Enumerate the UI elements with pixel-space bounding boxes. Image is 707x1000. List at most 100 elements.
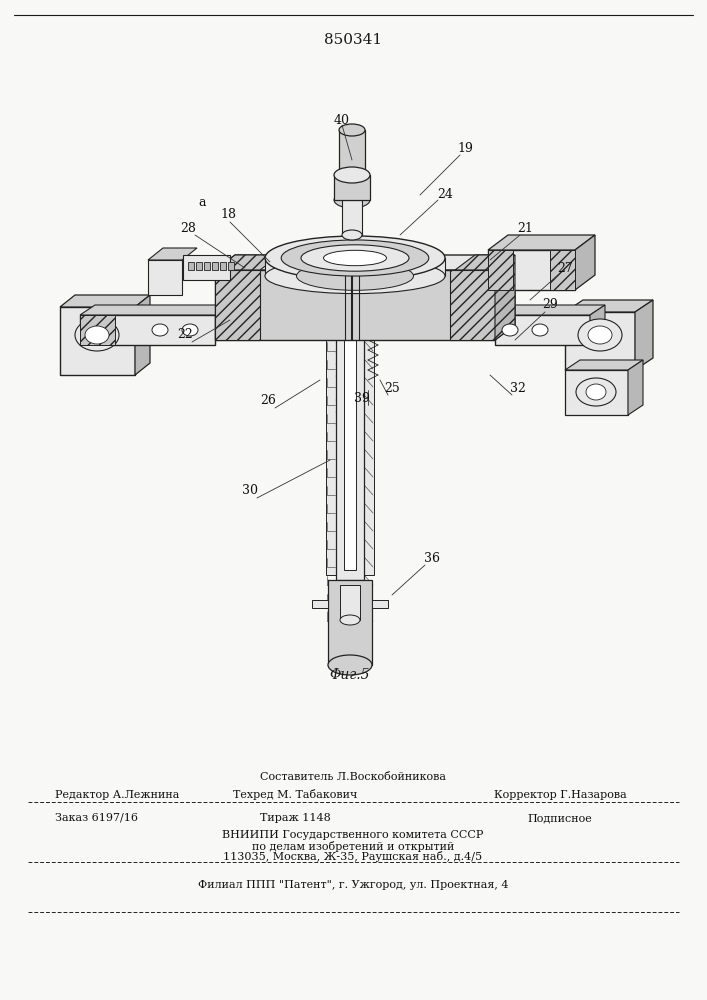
Polygon shape [312, 600, 328, 608]
Polygon shape [183, 255, 230, 280]
Polygon shape [328, 580, 372, 665]
Polygon shape [450, 270, 495, 340]
Ellipse shape [75, 319, 119, 351]
Polygon shape [575, 235, 595, 290]
Ellipse shape [296, 262, 414, 290]
Polygon shape [215, 255, 280, 270]
Text: Корректор Г.Назарова: Корректор Г.Назарова [493, 790, 626, 800]
Text: 28: 28 [180, 222, 196, 234]
Polygon shape [336, 330, 364, 580]
Ellipse shape [502, 324, 518, 336]
Ellipse shape [588, 326, 612, 344]
Polygon shape [215, 270, 260, 340]
Text: 21: 21 [517, 222, 533, 234]
Text: Составитель Л.Воскобойникова: Составитель Л.Воскобойникова [260, 772, 446, 782]
Polygon shape [342, 200, 362, 235]
Text: 29: 29 [542, 298, 558, 312]
Polygon shape [80, 305, 230, 315]
Polygon shape [60, 307, 135, 375]
Ellipse shape [281, 240, 429, 276]
Text: 113035, Москва, Ж-35, Раушская наб., д.4/5: 113035, Москва, Ж-35, Раушская наб., д.4… [223, 851, 483, 862]
Polygon shape [565, 360, 643, 370]
Ellipse shape [334, 167, 370, 183]
Text: Техред М. Табакович: Техред М. Табакович [233, 789, 357, 800]
Polygon shape [565, 300, 653, 312]
Polygon shape [326, 335, 336, 575]
Text: 850341: 850341 [324, 33, 382, 47]
Text: 18: 18 [220, 209, 236, 222]
Text: 24: 24 [437, 188, 453, 202]
Text: Подписное: Подписное [527, 813, 592, 823]
Polygon shape [372, 600, 388, 608]
Text: Филиал ППП "Патент", г. Ужгород, ул. Проектная, 4: Филиал ППП "Патент", г. Ужгород, ул. Про… [198, 880, 508, 890]
Ellipse shape [339, 124, 365, 136]
Polygon shape [228, 262, 234, 270]
Ellipse shape [152, 324, 168, 336]
Polygon shape [344, 335, 356, 570]
Polygon shape [148, 248, 197, 260]
Polygon shape [495, 255, 515, 340]
Polygon shape [220, 262, 226, 270]
Text: 25: 25 [384, 381, 400, 394]
Text: 27: 27 [557, 261, 573, 274]
Ellipse shape [265, 236, 445, 280]
Polygon shape [495, 255, 515, 340]
Text: Тираж 1148: Тираж 1148 [259, 813, 330, 823]
Text: по делам изобретений и открытий: по делам изобретений и открытий [252, 841, 454, 852]
Ellipse shape [578, 319, 622, 351]
Text: 26: 26 [260, 393, 276, 406]
Polygon shape [188, 262, 194, 270]
Text: Φиг.5: Φиг.5 [329, 668, 370, 682]
Polygon shape [590, 305, 605, 345]
Polygon shape [495, 305, 605, 315]
Ellipse shape [85, 326, 109, 344]
Polygon shape [215, 255, 515, 270]
Ellipse shape [265, 258, 445, 294]
Polygon shape [488, 235, 595, 250]
Text: 36: 36 [424, 552, 440, 564]
Polygon shape [628, 360, 643, 415]
Polygon shape [215, 270, 495, 340]
Polygon shape [550, 250, 575, 290]
Text: Заказ 6197/16: Заказ 6197/16 [55, 813, 138, 823]
Text: 30: 30 [242, 484, 258, 496]
Ellipse shape [586, 384, 606, 400]
Ellipse shape [334, 192, 370, 208]
Polygon shape [488, 250, 513, 290]
Polygon shape [148, 260, 182, 295]
Polygon shape [339, 130, 365, 175]
Polygon shape [334, 175, 370, 200]
Ellipse shape [324, 250, 387, 266]
Text: 22: 22 [177, 328, 193, 342]
Ellipse shape [340, 615, 360, 625]
Polygon shape [212, 262, 218, 270]
Polygon shape [60, 295, 150, 307]
Polygon shape [488, 250, 575, 290]
Polygon shape [196, 262, 202, 270]
Ellipse shape [576, 378, 616, 406]
Text: 19: 19 [457, 141, 473, 154]
Text: a: a [198, 196, 206, 209]
Polygon shape [265, 258, 445, 276]
Ellipse shape [328, 655, 372, 675]
Text: 39: 39 [354, 391, 370, 404]
Text: ВНИИПИ Государственного комитета СССР: ВНИИПИ Государственного комитета СССР [222, 830, 484, 840]
Polygon shape [565, 312, 635, 370]
Ellipse shape [182, 324, 198, 336]
Polygon shape [495, 315, 590, 345]
Text: 32: 32 [510, 381, 526, 394]
Polygon shape [635, 300, 653, 370]
Text: Редактор А.Лежнина: Редактор А.Лежнина [55, 790, 180, 800]
Ellipse shape [342, 230, 362, 240]
Polygon shape [80, 315, 115, 345]
Polygon shape [565, 370, 628, 415]
Text: 40: 40 [334, 113, 350, 126]
Ellipse shape [301, 245, 409, 271]
Polygon shape [135, 295, 150, 375]
Polygon shape [204, 262, 210, 270]
Polygon shape [364, 335, 374, 575]
Polygon shape [340, 585, 360, 620]
Ellipse shape [532, 324, 548, 336]
Polygon shape [80, 315, 215, 345]
Polygon shape [455, 255, 515, 270]
